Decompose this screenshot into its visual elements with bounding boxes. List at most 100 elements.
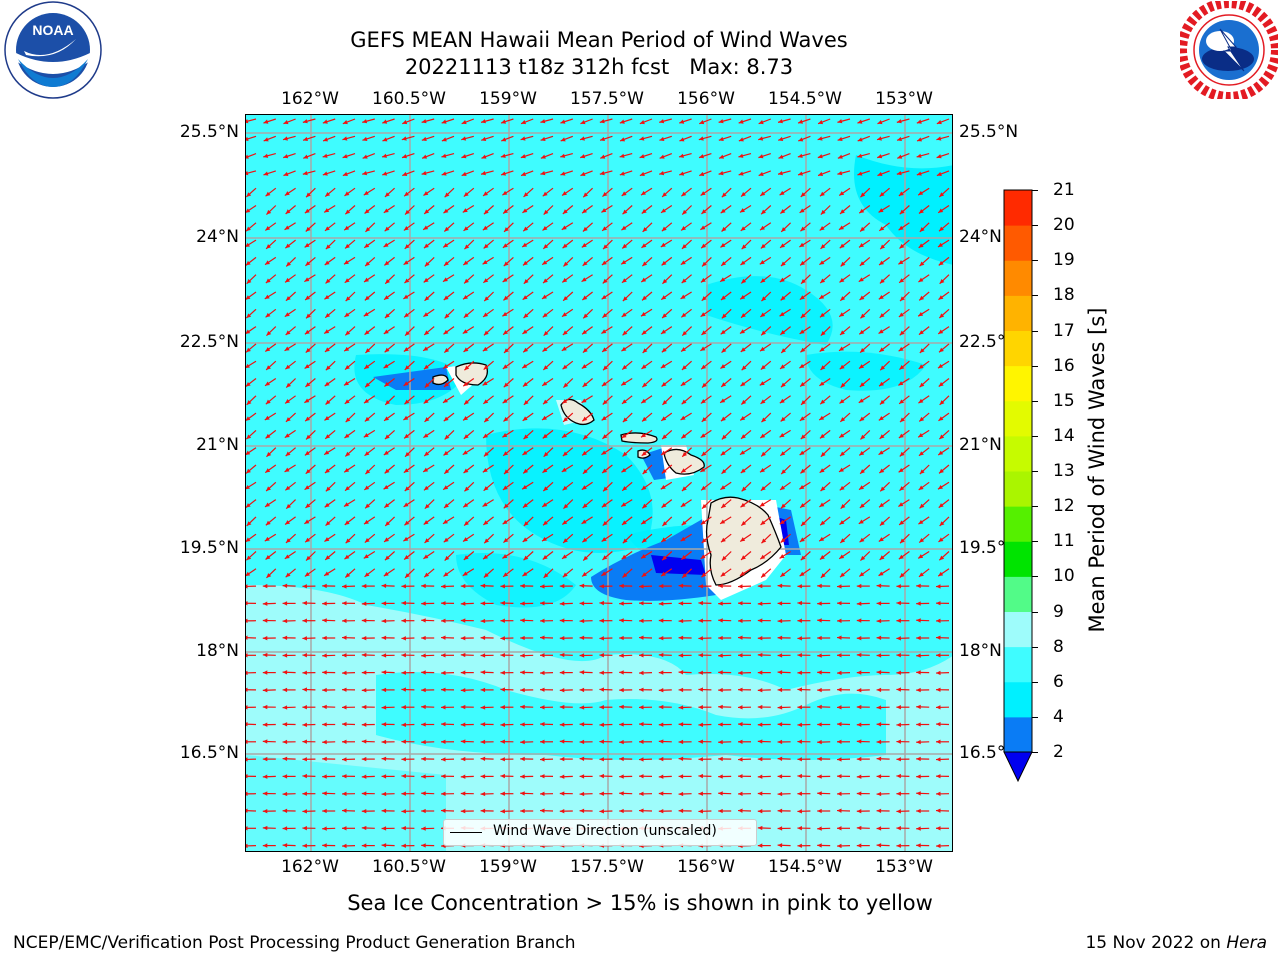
wave-direction-arrow: [599, 809, 613, 814]
wave-direction-arrow: [740, 308, 752, 319]
wave-direction-arrow: [856, 601, 870, 606]
wave-direction-arrow: [622, 568, 633, 578]
wave-direction-arrow: [440, 705, 455, 710]
wave-direction-arrow: [660, 568, 673, 577]
wave-direction-arrow: [341, 584, 356, 589]
wave-direction-arrow: [916, 808, 930, 814]
wave-direction-arrow: [582, 464, 594, 475]
wave-direction-arrow: [443, 499, 455, 509]
wave-direction-arrow: [401, 135, 415, 141]
wave-direction-arrow: [540, 739, 553, 744]
wave-direction-arrow: [602, 187, 613, 198]
wave-direction-arrow: [401, 722, 415, 727]
wave-direction-arrow: [483, 481, 494, 492]
wave-direction-arrow: [559, 618, 573, 623]
wave-direction-arrow: [443, 447, 455, 456]
wave-direction-arrow: [757, 635, 771, 641]
colorbar-tick: [1032, 471, 1038, 472]
wave-direction-arrow: [443, 256, 455, 267]
wave-direction-arrow: [917, 308, 930, 317]
wave-direction-arrow: [521, 360, 534, 369]
wave-direction-arrow: [443, 343, 455, 354]
wave-direction-arrow: [639, 170, 653, 177]
wave-direction-arrow: [661, 222, 673, 232]
wave-direction-arrow: [738, 135, 752, 142]
wave-direction-arrow: [602, 481, 613, 492]
wave-direction-arrow: [837, 118, 851, 124]
wave-direction-arrow: [779, 308, 791, 317]
wave-direction-arrow: [916, 153, 930, 158]
wave-direction-arrow: [579, 583, 593, 588]
wave-direction-arrow: [521, 481, 534, 490]
wave-direction-arrow: [361, 618, 375, 623]
wave-direction-arrow: [701, 256, 712, 267]
wave-direction-arrow: [304, 205, 316, 214]
wave-direction-arrow: [758, 153, 771, 159]
wave-direction-arrow: [581, 395, 593, 404]
wave-direction-arrow: [896, 791, 910, 796]
wave-direction-arrow: [898, 551, 910, 560]
wave-direction-arrow: [856, 843, 870, 848]
wave-direction-arrow: [421, 153, 435, 159]
wave-direction-arrow: [641, 360, 653, 370]
wave-direction-arrow: [560, 153, 573, 158]
wave-direction-arrow: [738, 118, 752, 124]
wave-direction-arrow: [500, 170, 514, 176]
wave-direction-arrow: [897, 153, 910, 159]
wave-direction-arrow: [601, 412, 613, 421]
wave-direction-arrow: [480, 739, 494, 745]
wave-direction-arrow: [820, 568, 831, 579]
lat-label-left: 16.5°N: [179, 743, 239, 763]
wave-direction-arrow: [381, 153, 395, 158]
wave-direction-arrow: [799, 360, 811, 369]
wave-direction-arrow: [938, 551, 950, 561]
wave-direction-arrow: [441, 170, 455, 176]
wave-direction-arrow: [363, 516, 376, 525]
wave-direction-arrow: [779, 447, 791, 457]
wave-direction-arrow: [581, 447, 593, 456]
wave-direction-arrow: [916, 722, 930, 727]
wave-direction-arrow: [423, 568, 435, 578]
wave-direction-arrow: [265, 395, 277, 405]
wave-direction-arrow: [563, 499, 574, 510]
wave-direction-arrow: [582, 187, 594, 198]
wave-direction-arrow: [660, 239, 673, 248]
wave-direction-arrow: [500, 618, 514, 623]
wave-direction-arrow: [480, 670, 494, 675]
wave-direction-arrow: [322, 601, 336, 606]
wave-direction-arrow: [737, 722, 752, 727]
colorbar-tick: [1032, 681, 1038, 683]
wave-direction-arrow: [621, 187, 633, 197]
wave-direction-arrow: [797, 722, 811, 727]
wave-direction-arrow: [246, 843, 257, 849]
wave-direction-arrow: [322, 826, 336, 831]
wave-direction-arrow: [839, 568, 851, 578]
colorbar-tick: [1032, 576, 1038, 578]
wave-direction-arrow: [641, 239, 653, 249]
wave-direction-arrow: [619, 808, 633, 814]
wave-direction-arrow: [799, 205, 811, 214]
wave-direction-arrow: [520, 635, 534, 641]
wave-direction-arrow: [542, 516, 554, 526]
wave-direction-arrow: [322, 843, 336, 848]
wave-direction-arrow: [700, 274, 712, 283]
wave-direction-arrow: [737, 774, 752, 779]
wave-direction-arrow: [620, 499, 633, 507]
colorbar-tick: [1032, 435, 1038, 437]
wave-direction-arrow: [463, 308, 475, 319]
wave-direction-arrow: [343, 464, 356, 473]
graticule: [246, 115, 952, 851]
wave-direction-arrow: [721, 308, 732, 319]
wave-direction-arrow: [661, 343, 673, 353]
wave-direction-arrow: [483, 412, 495, 423]
wave-direction-arrow: [462, 256, 475, 266]
wave-direction-arrow: [342, 170, 356, 177]
wave-direction-arrow: [778, 153, 791, 159]
wave-direction-arrow: [343, 256, 356, 265]
colorbar-tick-label: 8: [1053, 636, 1064, 657]
wave-direction-arrow: [899, 239, 910, 249]
colorbar-tick: [1032, 646, 1038, 648]
wave-direction-arrow: [440, 774, 455, 779]
wave-direction-arrow: [581, 239, 593, 248]
wave-direction-arrow: [322, 756, 336, 762]
